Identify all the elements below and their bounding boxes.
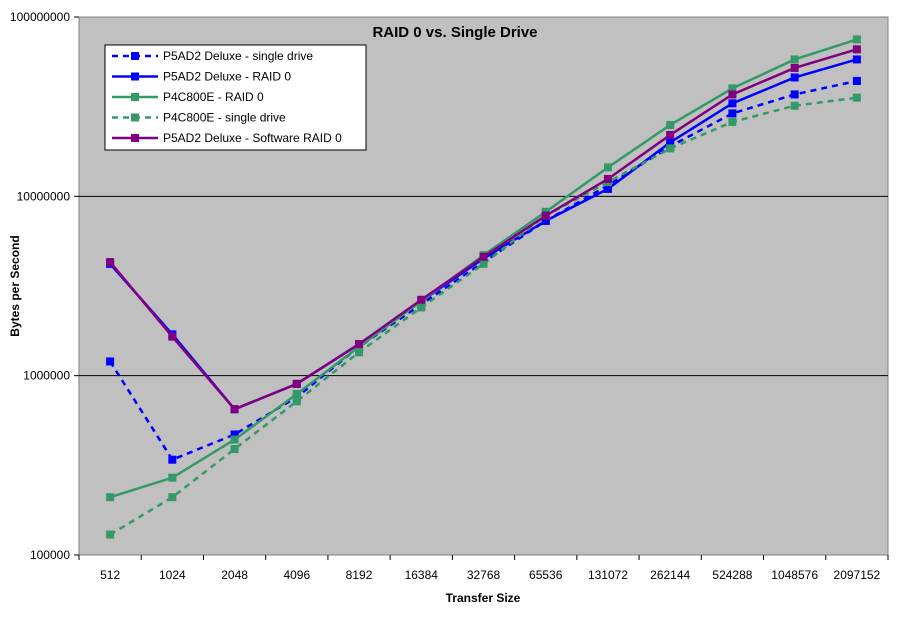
data-point [230,445,239,454]
x-axis: 512 1024 2048 4096 8192 16384 32768 65536 131072… [78,555,889,582]
data-point [106,258,115,267]
data-point [852,55,861,64]
data-point [728,84,737,93]
data-point [168,473,177,482]
data-point [168,332,177,341]
data-point [852,35,861,44]
data-point [417,303,426,312]
legend-entry: P4C800E - single drive [112,111,286,125]
x-tick-label: 8192 [346,568,373,582]
series-5 [106,45,861,414]
data-point [541,216,550,225]
x-tick-label: 524288 [712,568,752,582]
x-tick-label: 512 [100,568,120,582]
data-point [603,184,612,193]
data-point [790,55,799,64]
gridlines [79,195,888,377]
data-point [666,144,675,153]
legend-marker [131,72,139,81]
x-tick-label: 1048576 [771,568,818,582]
series-layer [106,35,861,539]
data-point [790,90,799,99]
data-point [230,430,239,439]
y-tick-label: 1000000 [23,369,70,383]
y-tick-label: 10000000 [17,189,71,203]
data-point [790,101,799,110]
data-point [230,405,239,414]
x-axis-title: Transfer Size [446,591,521,605]
data-point [168,455,177,464]
legend-label: P5AD2 Deluxe - Software RAID 0 [163,131,342,145]
legend-label: P5AD2 Deluxe - single drive [163,49,313,63]
data-point [790,63,799,72]
x-tick-label: 65536 [529,568,563,582]
data-point [852,76,861,85]
x-tick-label: 2097152 [834,568,881,582]
data-point [603,174,612,183]
x-tick-label: 1024 [159,568,186,582]
data-point [417,295,426,304]
data-point [106,530,115,539]
data-point [852,45,861,54]
data-point [728,117,737,126]
legend-marker [131,113,139,122]
legend-entry: P4C800E - RAID 0 [112,90,264,104]
y-tick-label: 100000000 [10,10,70,24]
x-tick-label: 16384 [405,568,439,582]
data-point [603,163,612,172]
data-point [292,390,301,399]
legend-label: P5AD2 Deluxe - RAID 0 [163,70,291,84]
legend-marker [131,52,139,60]
x-tick-label: 4096 [283,568,310,582]
data-point [292,397,301,406]
data-point [728,90,737,99]
data-point [790,73,799,82]
x-tick-label: 131072 [588,568,628,582]
legend-entry: P5AD2 Deluxe - RAID 0 [112,70,291,84]
data-point [728,99,737,108]
y-tick-label: 100000 [30,548,70,562]
legend-entry: P5AD2 Deluxe - single drive [112,49,313,63]
data-point [479,259,488,268]
data-point [168,493,177,502]
x-tick-label: 32768 [467,568,501,582]
legend-marker [131,134,139,142]
x-tick-label: 262144 [650,568,690,582]
data-point [666,120,675,129]
legend: P5AD2 Deluxe - single drive P5AD2 Deluxe … [104,44,367,151]
chart-title: RAID 0 vs. Single Drive [372,24,537,41]
legend-label: P4C800E - single drive [163,111,286,125]
data-point [106,493,115,502]
data-point [728,109,737,118]
data-point [852,93,861,102]
data-point [292,379,301,388]
legend-marker [131,93,139,101]
data-point [479,252,488,261]
legend-entry: P5AD2 Deluxe - Software RAID 0 [112,131,342,145]
data-point [106,357,115,366]
x-tick-label: 2048 [221,568,248,582]
data-point [355,340,364,349]
data-point [666,138,675,147]
legend-label: P4C800E - RAID 0 [163,90,264,104]
data-point [355,348,364,357]
data-point [541,211,550,220]
y-axis: 100000 1000000 10000000 100000000 [10,10,79,562]
data-point [230,435,239,444]
data-point [666,130,675,139]
y-axis-title: Bytes per Second [8,235,22,336]
